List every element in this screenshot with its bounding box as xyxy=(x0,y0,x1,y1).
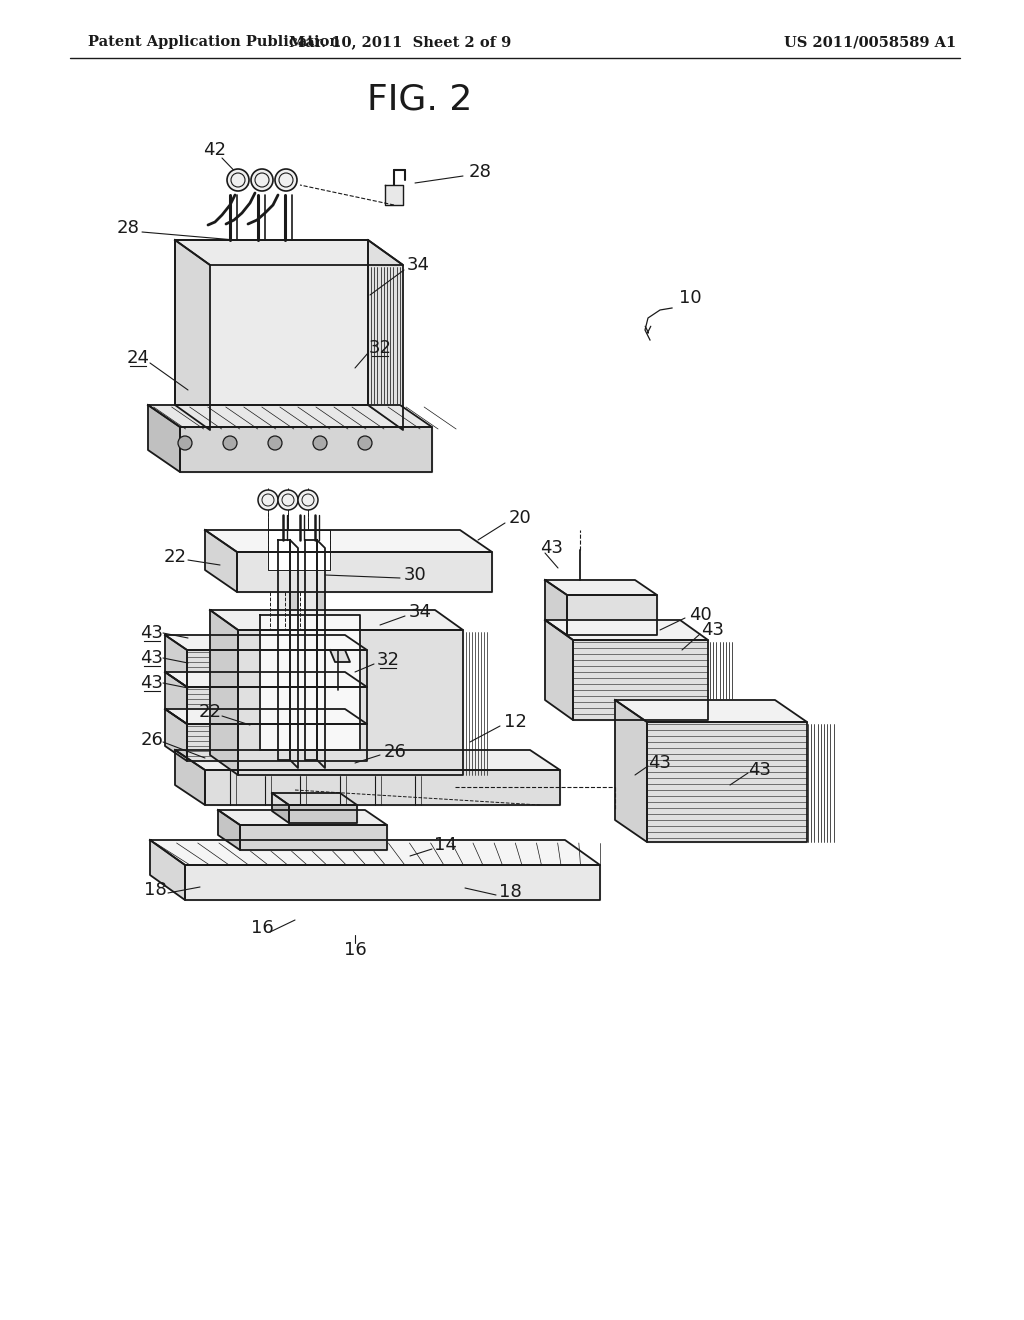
Circle shape xyxy=(258,490,278,510)
Text: 16: 16 xyxy=(344,941,367,960)
Circle shape xyxy=(251,169,273,191)
Polygon shape xyxy=(205,531,237,591)
Polygon shape xyxy=(545,579,567,635)
Polygon shape xyxy=(368,240,403,430)
Polygon shape xyxy=(615,700,647,842)
Text: 18: 18 xyxy=(143,880,166,899)
Polygon shape xyxy=(187,686,367,723)
Text: 12: 12 xyxy=(504,713,526,731)
Text: 26: 26 xyxy=(140,731,164,748)
Text: 30: 30 xyxy=(403,566,426,583)
Polygon shape xyxy=(148,405,432,426)
Polygon shape xyxy=(175,240,368,405)
Polygon shape xyxy=(567,595,657,635)
Text: 32: 32 xyxy=(377,651,399,669)
Polygon shape xyxy=(180,426,432,473)
Polygon shape xyxy=(545,620,573,719)
Text: 22: 22 xyxy=(164,548,186,566)
Text: 43: 43 xyxy=(648,754,672,772)
Polygon shape xyxy=(268,531,330,570)
Polygon shape xyxy=(290,540,298,768)
Circle shape xyxy=(275,169,297,191)
Polygon shape xyxy=(218,810,387,825)
Polygon shape xyxy=(573,640,708,719)
Polygon shape xyxy=(237,552,492,591)
Text: FIG. 2: FIG. 2 xyxy=(368,83,473,117)
Circle shape xyxy=(298,490,318,510)
Polygon shape xyxy=(187,723,367,762)
Text: 43: 43 xyxy=(140,624,164,642)
Text: 18: 18 xyxy=(499,883,521,902)
Polygon shape xyxy=(330,649,350,663)
Polygon shape xyxy=(165,672,367,686)
Polygon shape xyxy=(175,240,210,430)
Polygon shape xyxy=(647,722,807,842)
Text: 24: 24 xyxy=(127,348,150,367)
Circle shape xyxy=(227,169,249,191)
Text: 20: 20 xyxy=(509,510,531,527)
Circle shape xyxy=(268,436,282,450)
Circle shape xyxy=(313,436,327,450)
Text: Patent Application Publication: Patent Application Publication xyxy=(88,36,340,49)
Polygon shape xyxy=(148,405,180,473)
Circle shape xyxy=(358,436,372,450)
Polygon shape xyxy=(385,185,403,205)
Polygon shape xyxy=(289,805,357,822)
Text: 40: 40 xyxy=(688,606,712,624)
Polygon shape xyxy=(165,635,187,686)
Polygon shape xyxy=(272,793,357,805)
Polygon shape xyxy=(615,700,807,722)
Polygon shape xyxy=(150,840,600,865)
Polygon shape xyxy=(272,793,289,822)
Text: US 2011/0058589 A1: US 2011/0058589 A1 xyxy=(784,36,956,49)
Polygon shape xyxy=(205,531,492,552)
Text: 26: 26 xyxy=(384,743,407,762)
Polygon shape xyxy=(165,635,367,649)
Polygon shape xyxy=(240,825,387,850)
Polygon shape xyxy=(175,750,560,770)
Polygon shape xyxy=(150,840,185,900)
Circle shape xyxy=(178,436,193,450)
Text: 34: 34 xyxy=(407,256,429,275)
Text: 28: 28 xyxy=(117,219,139,238)
Polygon shape xyxy=(210,610,238,775)
Polygon shape xyxy=(205,770,560,805)
Text: 10: 10 xyxy=(679,289,701,308)
Polygon shape xyxy=(210,610,463,630)
Polygon shape xyxy=(187,649,367,686)
Polygon shape xyxy=(545,579,657,595)
Circle shape xyxy=(223,436,237,450)
Polygon shape xyxy=(260,615,360,750)
Polygon shape xyxy=(317,540,325,768)
Polygon shape xyxy=(165,709,187,762)
Text: 34: 34 xyxy=(409,603,431,620)
Polygon shape xyxy=(278,540,290,760)
Text: 43: 43 xyxy=(140,675,164,692)
Polygon shape xyxy=(165,672,187,723)
Text: 22: 22 xyxy=(199,704,221,721)
Text: 42: 42 xyxy=(204,141,226,158)
Text: 16: 16 xyxy=(251,919,273,937)
Polygon shape xyxy=(175,750,205,805)
Polygon shape xyxy=(185,865,600,900)
Polygon shape xyxy=(165,709,367,723)
Text: Mar. 10, 2011  Sheet 2 of 9: Mar. 10, 2011 Sheet 2 of 9 xyxy=(289,36,511,49)
Text: 43: 43 xyxy=(140,649,164,667)
Text: 43: 43 xyxy=(701,620,725,639)
Polygon shape xyxy=(545,620,708,640)
Text: 43: 43 xyxy=(541,539,563,557)
Text: 14: 14 xyxy=(433,836,457,854)
Polygon shape xyxy=(218,810,240,850)
Circle shape xyxy=(278,490,298,510)
Text: 43: 43 xyxy=(749,762,771,779)
Polygon shape xyxy=(238,630,463,775)
Text: 28: 28 xyxy=(469,162,492,181)
Polygon shape xyxy=(305,540,317,760)
Polygon shape xyxy=(175,240,403,265)
Text: 32: 32 xyxy=(369,339,391,356)
